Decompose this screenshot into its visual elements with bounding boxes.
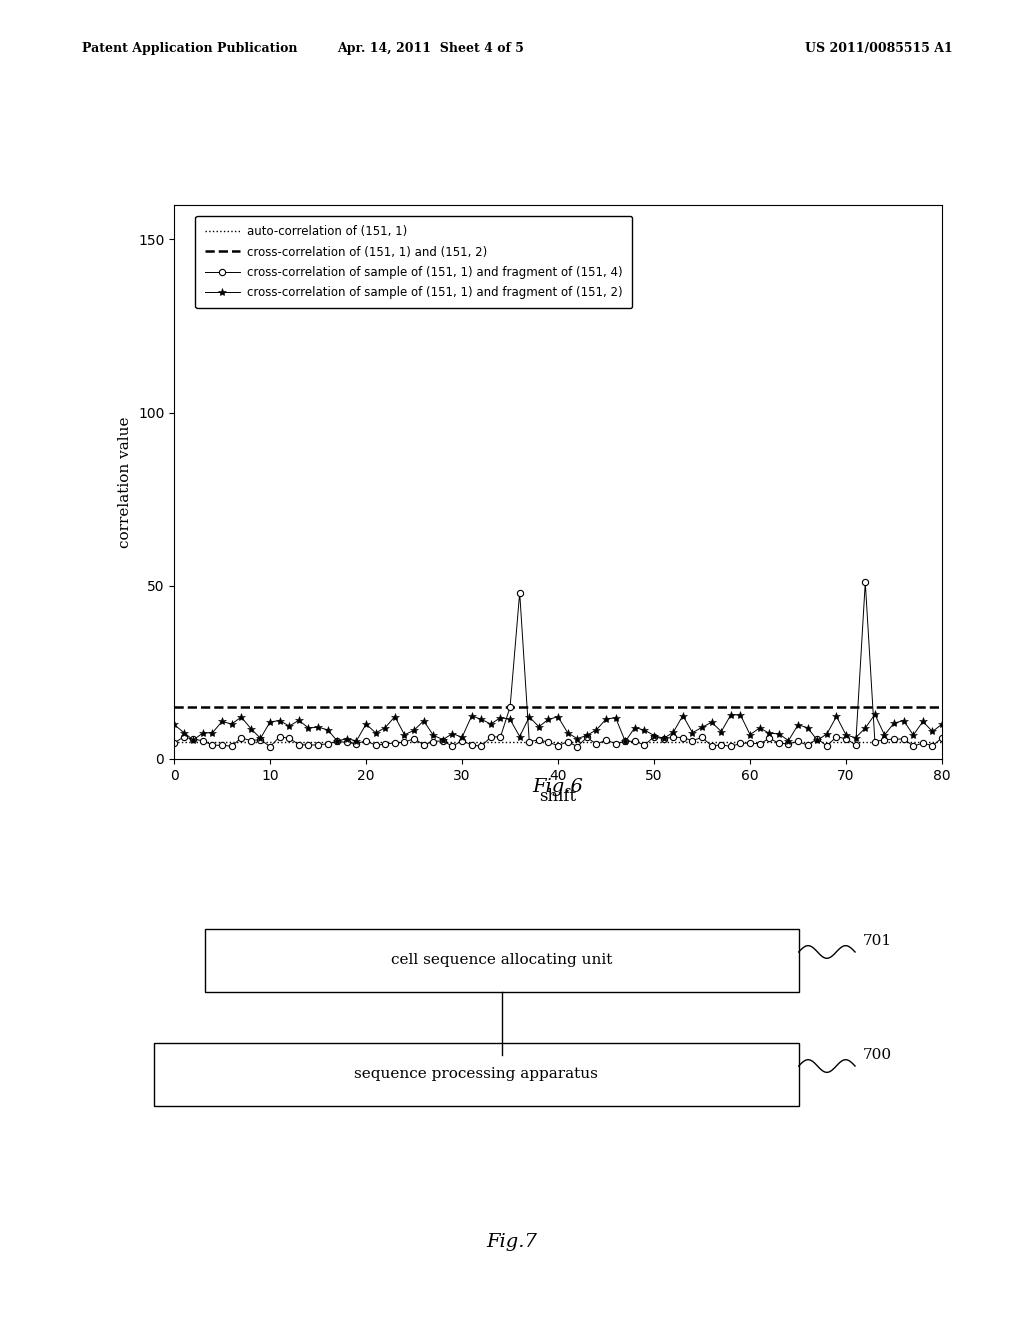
cross-correlation of sample of (151, 1) and fragment of (151, 2) [620,734,632,750]
cross-correlation of sample of (151, 1) and fragment of (151, 2) [591,722,603,738]
Text: sequence processing apparatus: sequence processing apparatus [354,1068,598,1081]
Text: cell sequence allocating unit: cell sequence allocating unit [391,953,612,968]
Text: 701: 701 [863,935,892,949]
Legend: auto-correlation of (151, 1), cross-correlation of (151, 1) and (151, 2), cross-: auto-correlation of (151, 1), cross-corr… [196,216,633,308]
Text: 700: 700 [863,1048,892,1063]
auto-correlation of (151, 1) [859,734,871,750]
cross-correlation of sample of (151, 1) and fragment of (151, 2) [936,717,948,733]
auto-correlation of (151, 1) [734,734,746,750]
cross-correlation of sample of (151, 1) and fragment of (151, 4) [744,735,757,751]
cross-correlation of (151, 1) and (151, 2) [792,700,804,715]
X-axis label: shift: shift [540,788,577,805]
cross-correlation of sample of (151, 1) and fragment of (151, 4) [840,731,852,747]
Y-axis label: correlation value: correlation value [119,416,132,548]
cross-correlation of sample of (151, 1) and fragment of (151, 4) [859,574,871,590]
cross-correlation of sample of (151, 1) and fragment of (151, 2) [744,727,757,743]
Text: Fig.7: Fig.7 [486,1233,538,1251]
Bar [205,929,799,993]
auto-correlation of (151, 1) [792,734,804,750]
cross-correlation of sample of (151, 1) and fragment of (151, 4) [936,730,948,746]
cross-correlation of sample of (151, 1) and fragment of (151, 4) [264,739,276,755]
cross-correlation of sample of (151, 1) and fragment of (151, 2) [879,727,891,743]
cross-correlation of sample of (151, 1) and fragment of (151, 4) [802,738,814,754]
cross-correlation of sample of (151, 1) and fragment of (151, 2) [840,727,852,743]
cross-correlation of sample of (151, 1) and fragment of (151, 2) [802,719,814,735]
Bar [154,1043,799,1106]
auto-correlation of (151, 1) [648,734,660,750]
cross-correlation of sample of (151, 1) and fragment of (151, 4) [600,733,612,748]
auto-correlation of (151, 1) [168,734,180,750]
cross-correlation of (151, 1) and (151, 2) [168,700,180,715]
Text: US 2011/0085515 A1: US 2011/0085515 A1 [805,42,952,55]
Text: Apr. 14, 2011  Sheet 4 of 5: Apr. 14, 2011 Sheet 4 of 5 [337,42,523,55]
Line: cross-correlation of sample of (151, 1) and fragment of (151, 2): cross-correlation of sample of (151, 1) … [170,710,946,746]
cross-correlation of sample of (151, 1) and fragment of (151, 4) [657,731,670,747]
cross-correlation of (151, 1) and (151, 2) [859,700,871,715]
cross-correlation of sample of (151, 1) and fragment of (151, 4) [879,731,891,747]
cross-correlation of (151, 1) and (151, 2) [591,700,603,715]
cross-correlation of (151, 1) and (151, 2) [936,700,948,715]
auto-correlation of (151, 1) [830,734,843,750]
auto-correlation of (151, 1) [591,734,603,750]
cross-correlation of (151, 1) and (151, 2) [648,700,660,715]
cross-correlation of sample of (151, 1) and fragment of (151, 2) [168,717,180,733]
cross-correlation of sample of (151, 1) and fragment of (151, 2) [868,706,881,722]
Line: cross-correlation of sample of (151, 1) and fragment of (151, 4): cross-correlation of sample of (151, 1) … [171,579,945,750]
Text: Patent Application Publication: Patent Application Publication [82,42,297,55]
cross-correlation of (151, 1) and (151, 2) [734,700,746,715]
cross-correlation of sample of (151, 1) and fragment of (151, 4) [168,735,180,751]
auto-correlation of (151, 1) [936,734,948,750]
cross-correlation of sample of (151, 1) and fragment of (151, 2) [657,730,670,746]
Text: Fig.6: Fig.6 [532,777,584,796]
cross-correlation of (151, 1) and (151, 2) [830,700,843,715]
